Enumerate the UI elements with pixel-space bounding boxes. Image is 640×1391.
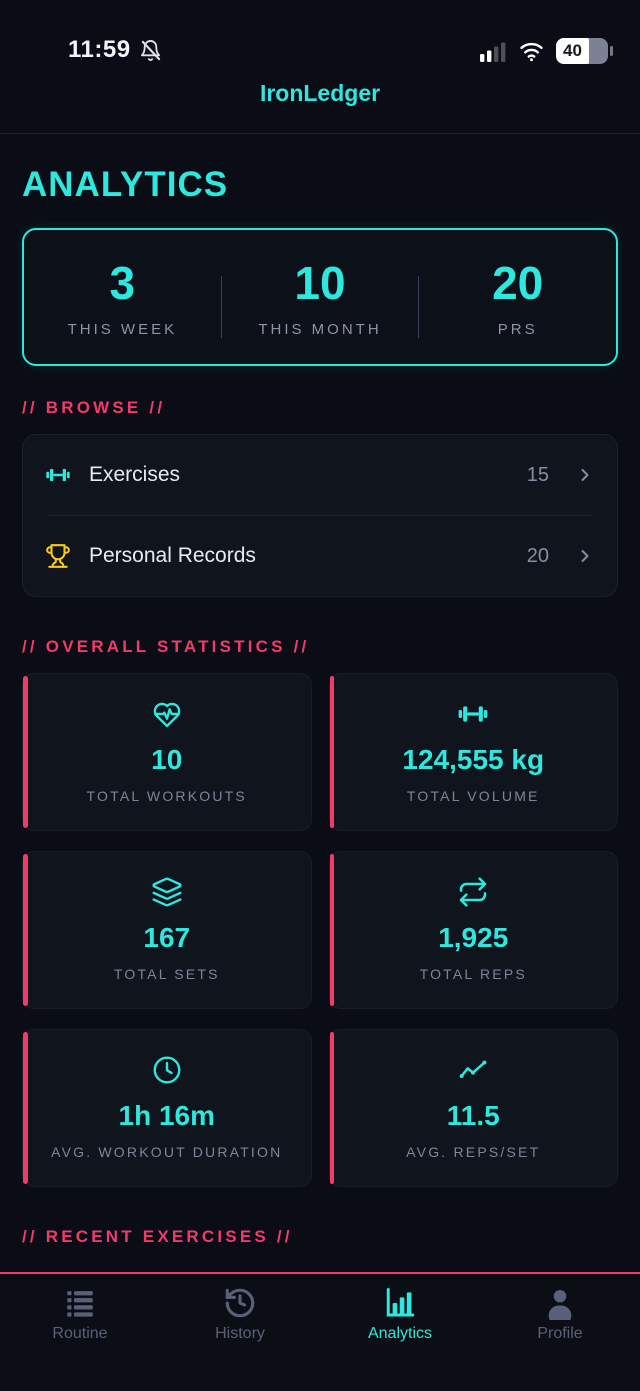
layers-icon xyxy=(35,876,299,908)
stat-card-avg-workout-duration: 1h 16m AVG. WORKOUT DURATION xyxy=(22,1028,312,1187)
stats-grid: 10 TOTAL WORKOUTS 124,555 kg TOTAL VOLUM… xyxy=(22,673,618,1187)
summary-value: 3 xyxy=(109,257,136,309)
tab-analytics[interactable]: Analytics xyxy=(320,1286,480,1391)
tab-bar: Routine History Analytics Pro xyxy=(0,1272,640,1391)
clock-icon xyxy=(35,1054,299,1086)
section-title-overall-statistics: // OVERALL STATISTICS // xyxy=(22,637,310,656)
summary-label: PRS xyxy=(497,321,538,338)
summary-prs: 20 PRS xyxy=(419,260,616,338)
summary-divider xyxy=(418,276,420,338)
tab-routine[interactable]: Routine xyxy=(0,1286,160,1391)
accent-bar xyxy=(23,1031,28,1184)
summary-label: THIS WEEK xyxy=(67,321,178,338)
heart-pulse-icon xyxy=(35,698,299,730)
chevron-right-icon xyxy=(581,550,589,562)
user-icon xyxy=(548,1289,572,1320)
tab-label: History xyxy=(215,1325,265,1342)
browse-card: Exercises 15 Personal Records xyxy=(22,434,618,597)
stat-value: 167 xyxy=(143,921,191,953)
trophy-icon xyxy=(45,543,71,569)
summary-this-week: 3 THIS WEEK xyxy=(24,260,221,338)
stat-value: 11.5 xyxy=(446,1099,500,1131)
stat-value: 10 xyxy=(151,744,183,775)
stat-card-total-reps: 1,925 TOTAL REPS xyxy=(328,850,618,1009)
page-title: ANALYTICS xyxy=(22,165,229,204)
browse-item-count: 20 xyxy=(526,544,549,567)
browse-item-label: Exercises xyxy=(89,463,181,486)
stat-card-total-workouts: 10 TOTAL WORKOUTS xyxy=(22,673,312,831)
browse-item-exercises[interactable]: Exercises 15 xyxy=(23,435,617,515)
accent-bar xyxy=(23,853,28,1006)
stat-value: 1h 16m xyxy=(118,1099,216,1131)
summary-value: 20 xyxy=(492,257,544,309)
dumbbell-icon xyxy=(342,698,606,730)
battery-percent: 40 xyxy=(563,41,582,60)
list-icon xyxy=(67,1291,93,1317)
tab-label: Routine xyxy=(52,1325,108,1342)
trending-up-icon xyxy=(342,1054,606,1086)
stat-card-avg-reps-per-set: 11.5 AVG. REPS/SET xyxy=(328,1028,618,1187)
stat-card-total-sets: 167 TOTAL SETS xyxy=(22,850,312,1009)
section-title-recent-exercises: // RECENT EXERCISES // xyxy=(22,1226,293,1246)
tab-history[interactable]: History xyxy=(160,1286,320,1391)
notifications-off-icon xyxy=(140,39,160,61)
browse-item-label: Personal Records xyxy=(89,544,256,567)
dumbbell-icon xyxy=(45,462,71,488)
battery-icon: 40 xyxy=(556,38,613,64)
battery-nub xyxy=(609,46,613,56)
wifi-icon xyxy=(520,42,543,61)
accent-bar xyxy=(329,853,334,1006)
chevron-right-icon xyxy=(581,469,589,481)
stat-card-total-volume: 124,555 kg TOTAL VOLUME xyxy=(328,673,618,831)
stat-label: AVG. REPS/SET xyxy=(406,1143,541,1160)
browse-item-personal-records[interactable]: Personal Records 20 xyxy=(23,516,617,596)
summary-label: THIS MONTH xyxy=(258,321,382,338)
stat-label: AVG. WORKOUT DURATION xyxy=(51,1143,283,1160)
signal-icon xyxy=(480,42,506,62)
app-title: IronLedger xyxy=(259,80,381,106)
tab-label: Analytics xyxy=(367,1325,433,1342)
summary-divider xyxy=(220,276,222,338)
app-header: IronLedger xyxy=(0,70,640,134)
status-bar: 11:59 40 xyxy=(0,0,640,70)
tab-profile[interactable]: Profile xyxy=(480,1286,640,1391)
bar-chart-icon xyxy=(386,1288,415,1317)
analytics-content: ANALYTICS 3 THIS WEEK 10 THIS MONTH 20 P… xyxy=(0,164,640,1247)
status-time: 11:59 xyxy=(68,36,131,63)
repeat-icon xyxy=(342,876,606,908)
tab-label: Profile xyxy=(537,1325,583,1342)
history-icon xyxy=(225,1288,255,1318)
accent-bar xyxy=(23,676,28,828)
browse-item-count: 15 xyxy=(526,463,549,486)
stat-label: TOTAL WORKOUTS xyxy=(86,788,247,805)
stat-label: TOTAL VOLUME xyxy=(406,788,540,805)
divider xyxy=(47,515,593,516)
summary-this-month: 10 THIS MONTH xyxy=(222,260,419,338)
accent-bar xyxy=(329,1031,334,1184)
stat-value: 124,555 kg xyxy=(402,744,545,775)
section-title-browse: // BROWSE // xyxy=(22,398,166,417)
accent-bar xyxy=(329,676,334,828)
stat-label: TOTAL REPS xyxy=(419,966,527,983)
stat-label: TOTAL SETS xyxy=(113,966,220,983)
summary-value: 10 xyxy=(294,257,346,309)
stat-value: 1,925 xyxy=(438,921,509,953)
summary-card: 3 THIS WEEK 10 THIS MONTH 20 PRS xyxy=(22,228,618,366)
